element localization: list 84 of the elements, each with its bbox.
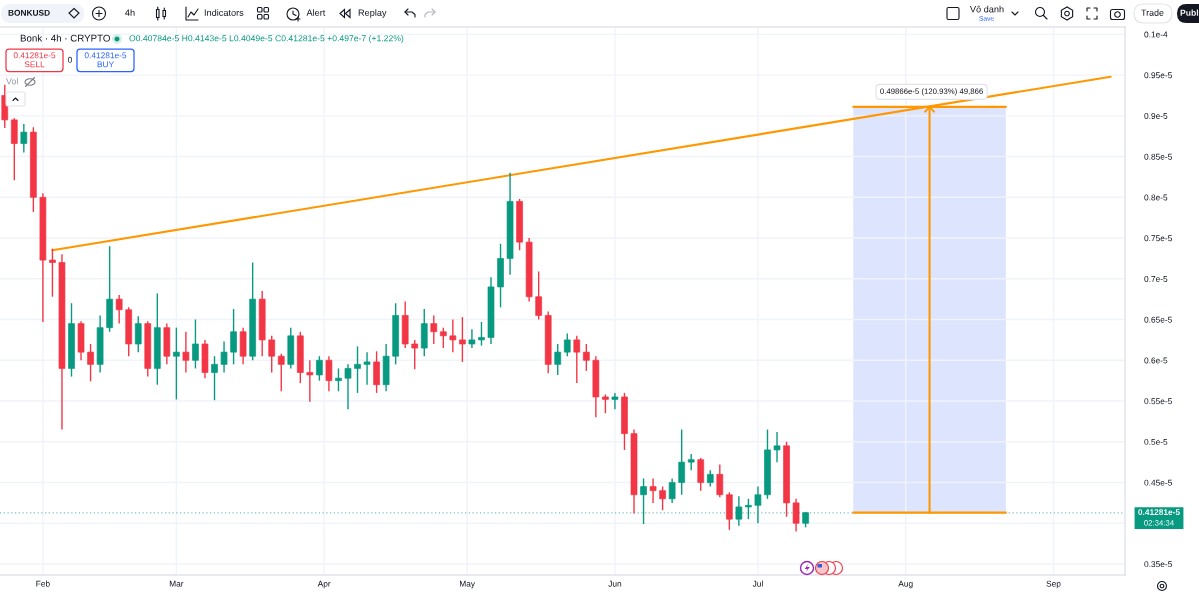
y-tick-label: 0.9e-5: [1144, 113, 1168, 119]
y-tick-label: 0.6e-5: [1144, 357, 1168, 364]
annotation: O0.40784e-5 H0.4143e-5 L0.4049e-5 C0.41281e-5 +0.497e-7 (+1.22%): [129, 34, 404, 44]
candlestick: [363, 351, 371, 386]
x-tick-label: Sep: [1046, 580, 1061, 589]
candlestick: [211, 355, 218, 401]
y-tick-label: 0.75e-5: [1144, 235, 1172, 242]
candlestick: [430, 314, 438, 345]
candlestick: [449, 318, 457, 353]
candlestick: [335, 367, 342, 392]
annotation: 0.41281e-5 SELL: [13, 52, 56, 68]
candlestick: [192, 318, 199, 370]
candlestick: [373, 350, 380, 394]
y-tick-label: 0.5e-5: [1144, 438, 1168, 445]
candlestick: [220, 340, 228, 374]
x-tick-label: Jul: [752, 580, 763, 587]
candlestick: [268, 335, 276, 374]
candlestick: [230, 308, 237, 366]
candlestick: [277, 353, 285, 392]
y-tick-label: 0.65e-5: [1144, 316, 1172, 323]
text: Trade: [1141, 9, 1164, 16]
candlestick: [354, 345, 361, 394]
x-tick-label: Mar: [169, 580, 184, 587]
candlestick: [649, 477, 657, 504]
candlestick: [115, 294, 123, 325]
annotation: 0: [68, 56, 72, 63]
annotation: 0.41281e-5 BUY: [84, 52, 127, 68]
y-tick-label: 0.1e-4: [1144, 31, 1168, 38]
text: Indicators: [204, 9, 244, 16]
candlestick: [554, 343, 562, 376]
candlestick: [468, 328, 476, 349]
candlestick: [535, 270, 542, 321]
candlestick: [583, 343, 590, 372]
x-tick-label: Apr: [317, 580, 331, 589]
candlestick: [563, 332, 571, 357]
text: BONKUSD: [8, 9, 50, 16]
y-tick-label: 0.95e-5: [1144, 72, 1172, 79]
candlestick: [773, 431, 781, 463]
candlestick: [792, 498, 800, 533]
candlestick: [316, 355, 323, 382]
y-tick-label: 0.7e-5: [1144, 276, 1168, 282]
y-tick-label: 0.8e-5: [1144, 194, 1168, 201]
candlestick: [697, 457, 705, 492]
candlestick: [640, 477, 647, 525]
candlestick: [173, 326, 180, 401]
candlestick: [134, 315, 142, 353]
text: Publ: [1180, 9, 1199, 16]
candlestick: [440, 326, 447, 349]
candlestick: [325, 355, 333, 392]
candlestick: [49, 247, 56, 298]
candlestick: [459, 316, 466, 363]
y-tick-label: 0.85e-5: [1144, 153, 1172, 160]
candlestick: [344, 363, 352, 410]
candlestick: [87, 343, 94, 383]
candlestick: [411, 339, 419, 370]
candlestick: [659, 485, 666, 511]
candlestick: [182, 331, 190, 374]
text: Alert: [306, 9, 326, 16]
candlestick: [573, 335, 581, 384]
candlestick: [754, 485, 762, 524]
y-tick-label: 0.55e-5: [1144, 398, 1172, 405]
candlestick: [735, 495, 743, 527]
candlestick: [20, 123, 28, 154]
candlestick: [602, 393, 609, 414]
candlestick: [611, 392, 619, 410]
x-tick-label: Feb: [36, 580, 50, 587]
y-tick-label: 0.45e-5: [1144, 479, 1172, 486]
x-tick-label: May: [459, 580, 476, 589]
x-tick-label: Aug: [898, 580, 913, 589]
annotation: Vol: [6, 77, 18, 85]
candlestick: [478, 321, 485, 347]
candlestick: [306, 359, 314, 403]
ref-line-label: 0.41281e-5: [1138, 509, 1180, 516]
text: Bonk · 4h · CRYPTO: [20, 34, 110, 42]
candlestick: [10, 117, 18, 181]
candlestick: [745, 498, 752, 520]
text: Vô danh: [969, 5, 1004, 13]
candlestick: [716, 463, 724, 498]
x-tick-label: Jun: [608, 580, 622, 587]
candlestick: [678, 428, 685, 496]
candlestick: [668, 477, 676, 504]
y-tick-label: 0.35e-5: [1144, 561, 1172, 568]
text: 4h: [125, 9, 135, 16]
text: Replay: [358, 9, 387, 18]
